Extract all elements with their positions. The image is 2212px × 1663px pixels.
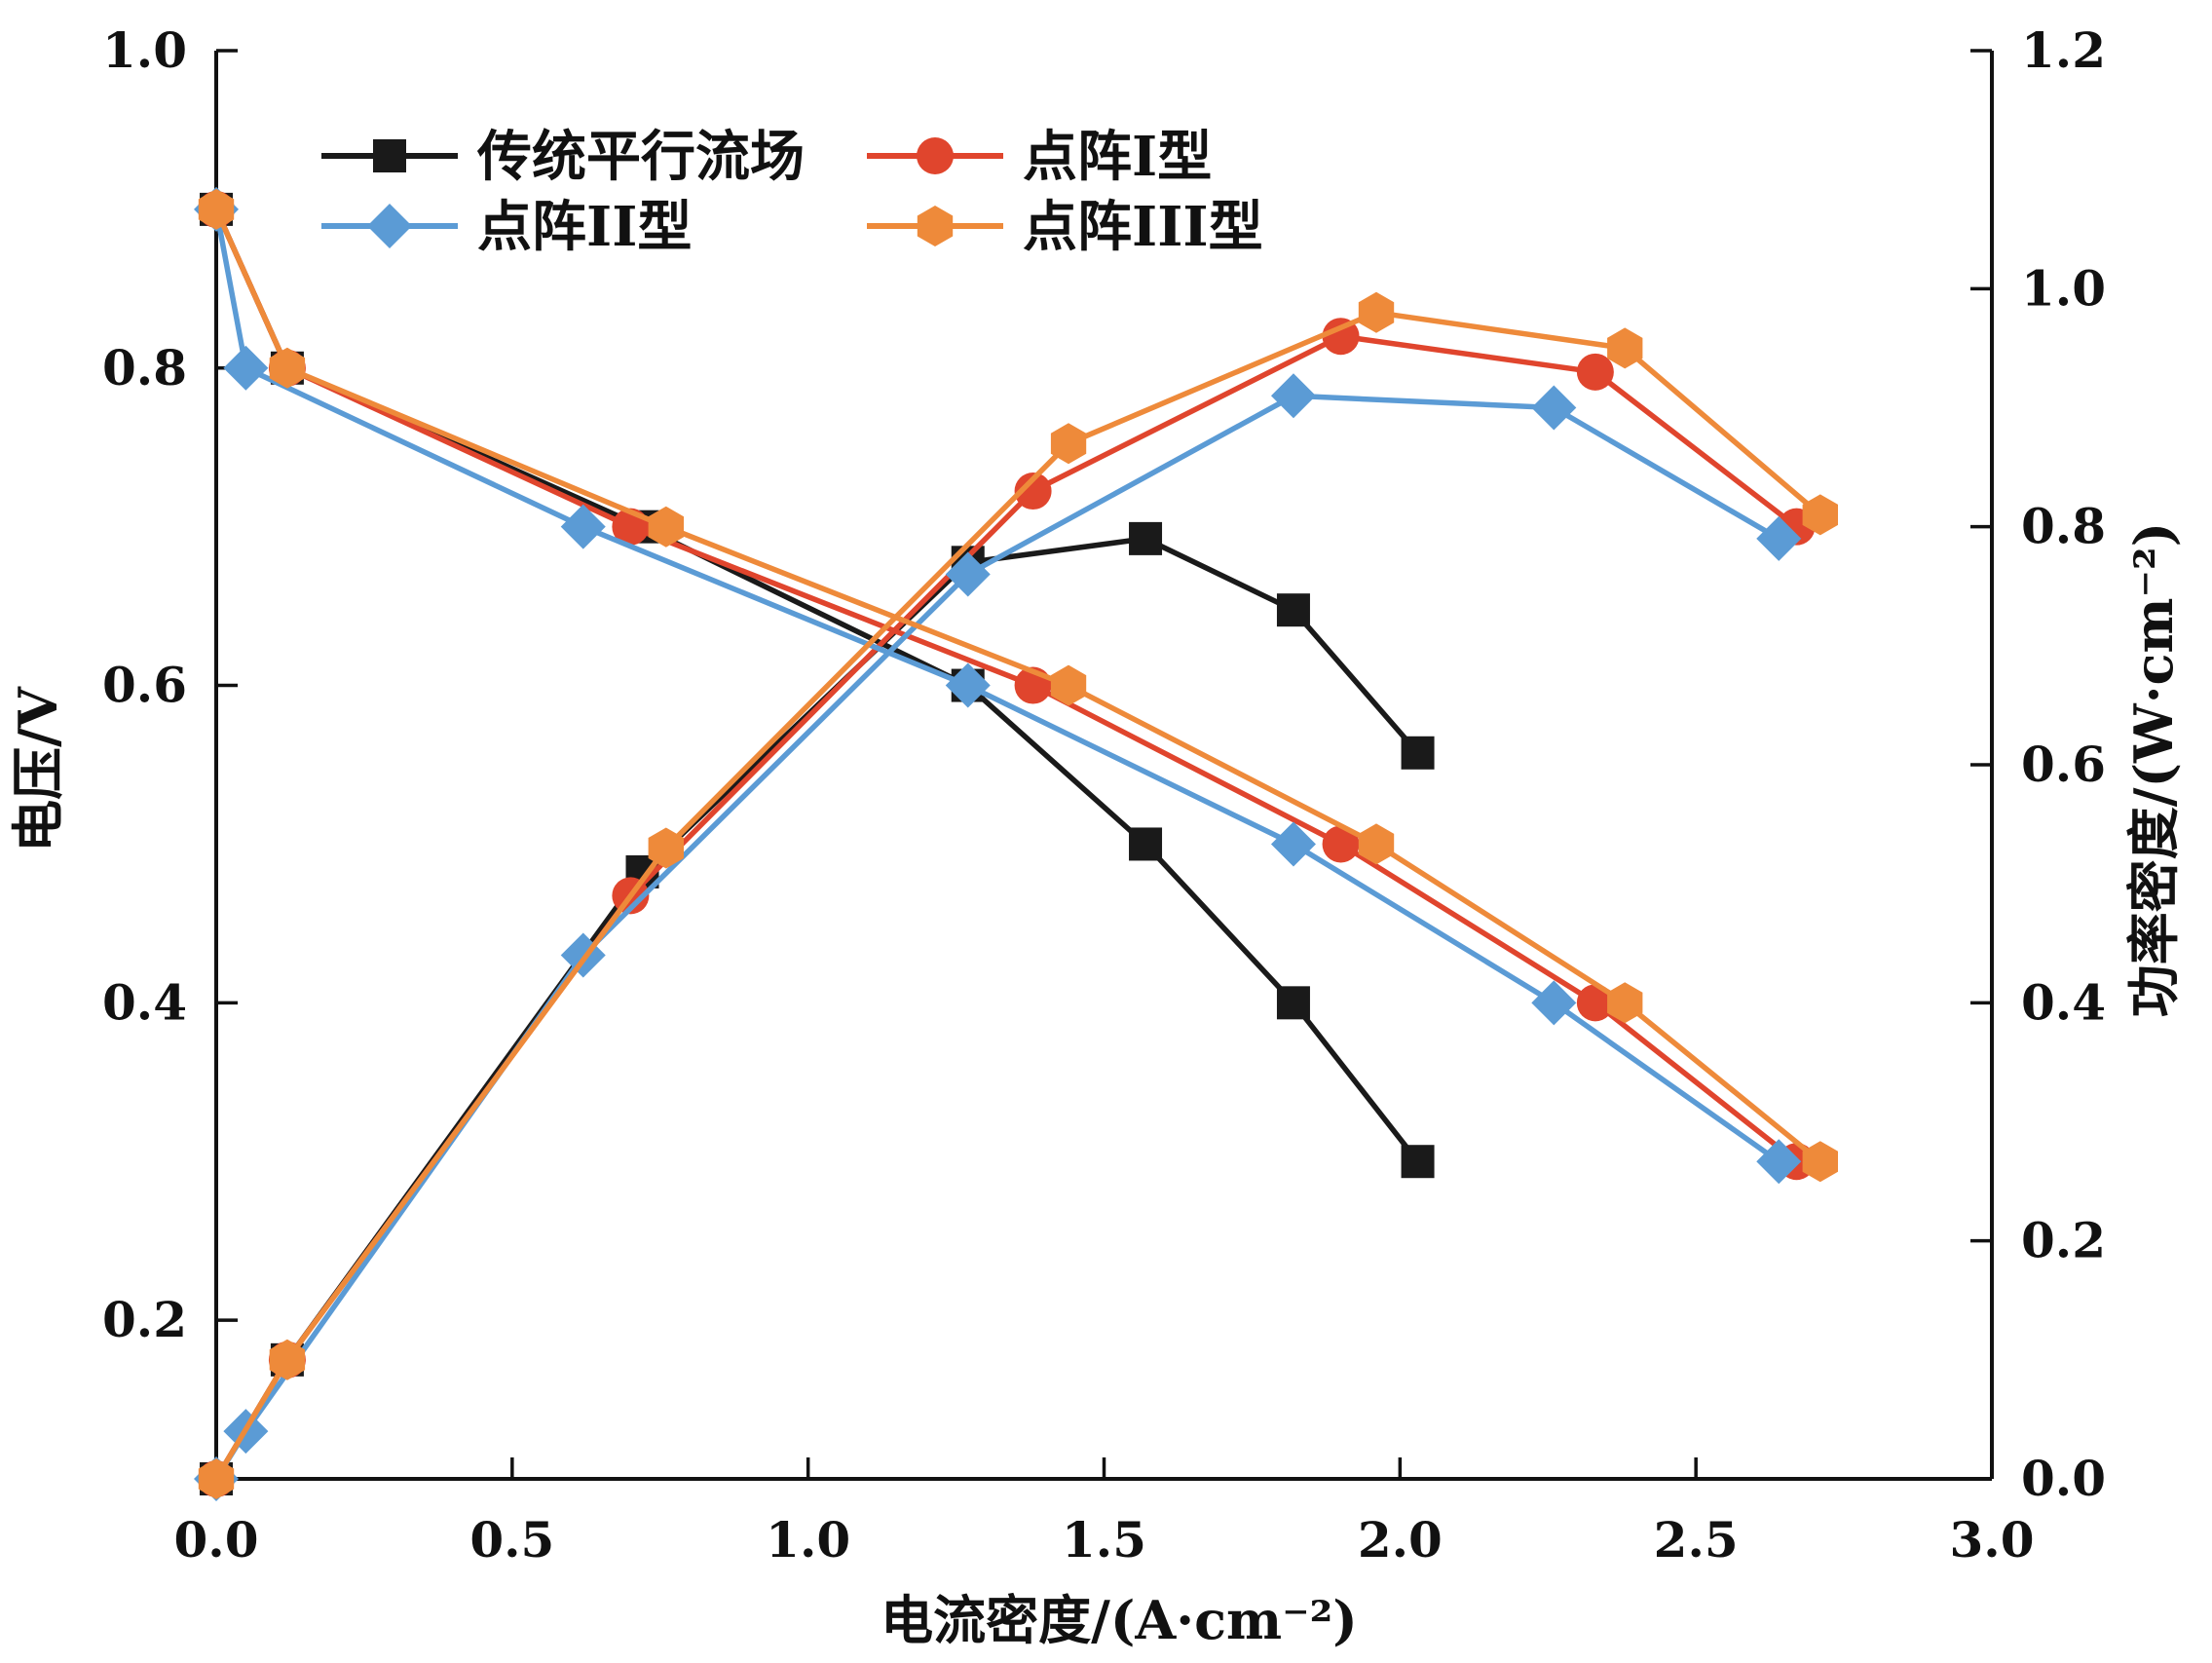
voltage-point <box>945 662 991 708</box>
x-axis-title: 电流密度/(A·cm⁻²) <box>881 1589 1358 1651</box>
right-y-tick-label: 1.0 <box>2021 259 2106 317</box>
power-point <box>1531 385 1577 431</box>
voltage-point <box>1802 1141 1838 1183</box>
legend-label: 点阵II型 <box>477 195 692 259</box>
series-2 <box>198 190 1816 1497</box>
voltage-point <box>1358 823 1395 865</box>
left-y-tick-label: 0.6 <box>102 657 187 714</box>
x-tick-label: 0.0 <box>174 1511 259 1569</box>
power-point <box>1014 472 1052 510</box>
power-point <box>1607 327 1643 369</box>
voltage-line <box>213 208 1781 1164</box>
right-y-tick-label: 0.6 <box>2021 736 2106 793</box>
power-point <box>1129 521 1163 555</box>
legend-item: 点阵III型 <box>867 195 1263 259</box>
x-tick-label: 3.0 <box>1950 1511 2035 1569</box>
legend-label: 点阵III型 <box>1023 195 1263 259</box>
series-3 <box>194 186 1802 1501</box>
voltage-point <box>648 506 684 548</box>
legend-item: 点阵I型 <box>867 125 1212 189</box>
voltage-point <box>1276 986 1310 1020</box>
legend-label: 传统平行流场 <box>476 125 805 189</box>
legend-swatch-marker <box>367 204 412 248</box>
power-point <box>198 1458 235 1499</box>
left-y-tick-label: 0.4 <box>102 973 187 1031</box>
right-y-axis-title: 功率密度/(W·cm⁻²) <box>2122 522 2185 1017</box>
power-point <box>1322 318 1360 356</box>
voltage-point <box>1401 1145 1435 1179</box>
series-4 <box>198 188 1838 1499</box>
voltage-point <box>1129 827 1163 861</box>
voltage-point <box>1050 664 1087 706</box>
x-tick-label: 2.5 <box>1654 1511 1739 1569</box>
voltage-line <box>213 208 1420 1163</box>
voltage-point <box>1531 980 1577 1026</box>
power-point <box>1270 373 1316 419</box>
x-tick-label: 2.0 <box>1358 1511 1443 1569</box>
voltage-point <box>1322 825 1360 863</box>
legend-item: 点阵II型 <box>321 195 692 259</box>
left-y-axis-title: 电压/V <box>7 686 69 852</box>
voltage-point <box>1576 984 1614 1022</box>
left-y-tick-label: 0.8 <box>102 339 187 397</box>
left-y-tick-label: 1.0 <box>102 21 187 79</box>
right-y-tick-label: 0.8 <box>2021 498 2106 555</box>
power-point <box>269 1339 306 1380</box>
power-point <box>1401 736 1435 770</box>
voltage-point <box>269 347 306 389</box>
power-point <box>648 827 684 869</box>
voltage-point <box>1607 982 1643 1024</box>
legend-label: 点阵I型 <box>1023 125 1212 189</box>
right-y-tick-label: 0.0 <box>2021 1450 2106 1507</box>
voltage-point <box>223 345 269 391</box>
chart-axes: 0.0 0.5 1.0 1.5 2.0 2.5 3.0 0.2 0.4 0.6 0.8 1.0 0.0 0… <box>102 21 2106 1569</box>
x-tick-label: 1.0 <box>766 1511 850 1569</box>
power-point <box>1756 515 1802 561</box>
voltage-point <box>1270 821 1316 867</box>
left-y-tick-label: 0.2 <box>102 1291 187 1348</box>
power-point <box>1358 291 1395 333</box>
power-line <box>213 536 1420 1481</box>
power-point <box>1276 593 1310 627</box>
legend-swatch-marker <box>917 137 954 174</box>
voltage-point <box>560 504 606 549</box>
power-point <box>945 551 991 597</box>
legend-swatch-marker <box>917 206 954 246</box>
voltage-point <box>1756 1139 1802 1185</box>
right-y-tick-label: 0.2 <box>2021 1212 2106 1269</box>
power-point <box>1802 494 1838 536</box>
chart-series <box>194 186 1838 1501</box>
power-point <box>1576 353 1614 391</box>
series-1 <box>200 192 1435 1495</box>
right-y-tick-label: 0.4 <box>2021 973 2106 1031</box>
legend-swatch-marker <box>373 139 406 172</box>
legend-item: 传统平行流场 <box>321 125 805 189</box>
x-tick-label: 0.5 <box>469 1511 554 1569</box>
voltage-point <box>198 188 235 230</box>
right-y-tick-label: 1.2 <box>2021 21 2106 79</box>
power-line <box>213 393 1781 1481</box>
power-point <box>1050 423 1087 465</box>
x-tick-label: 1.5 <box>1062 1511 1146 1569</box>
